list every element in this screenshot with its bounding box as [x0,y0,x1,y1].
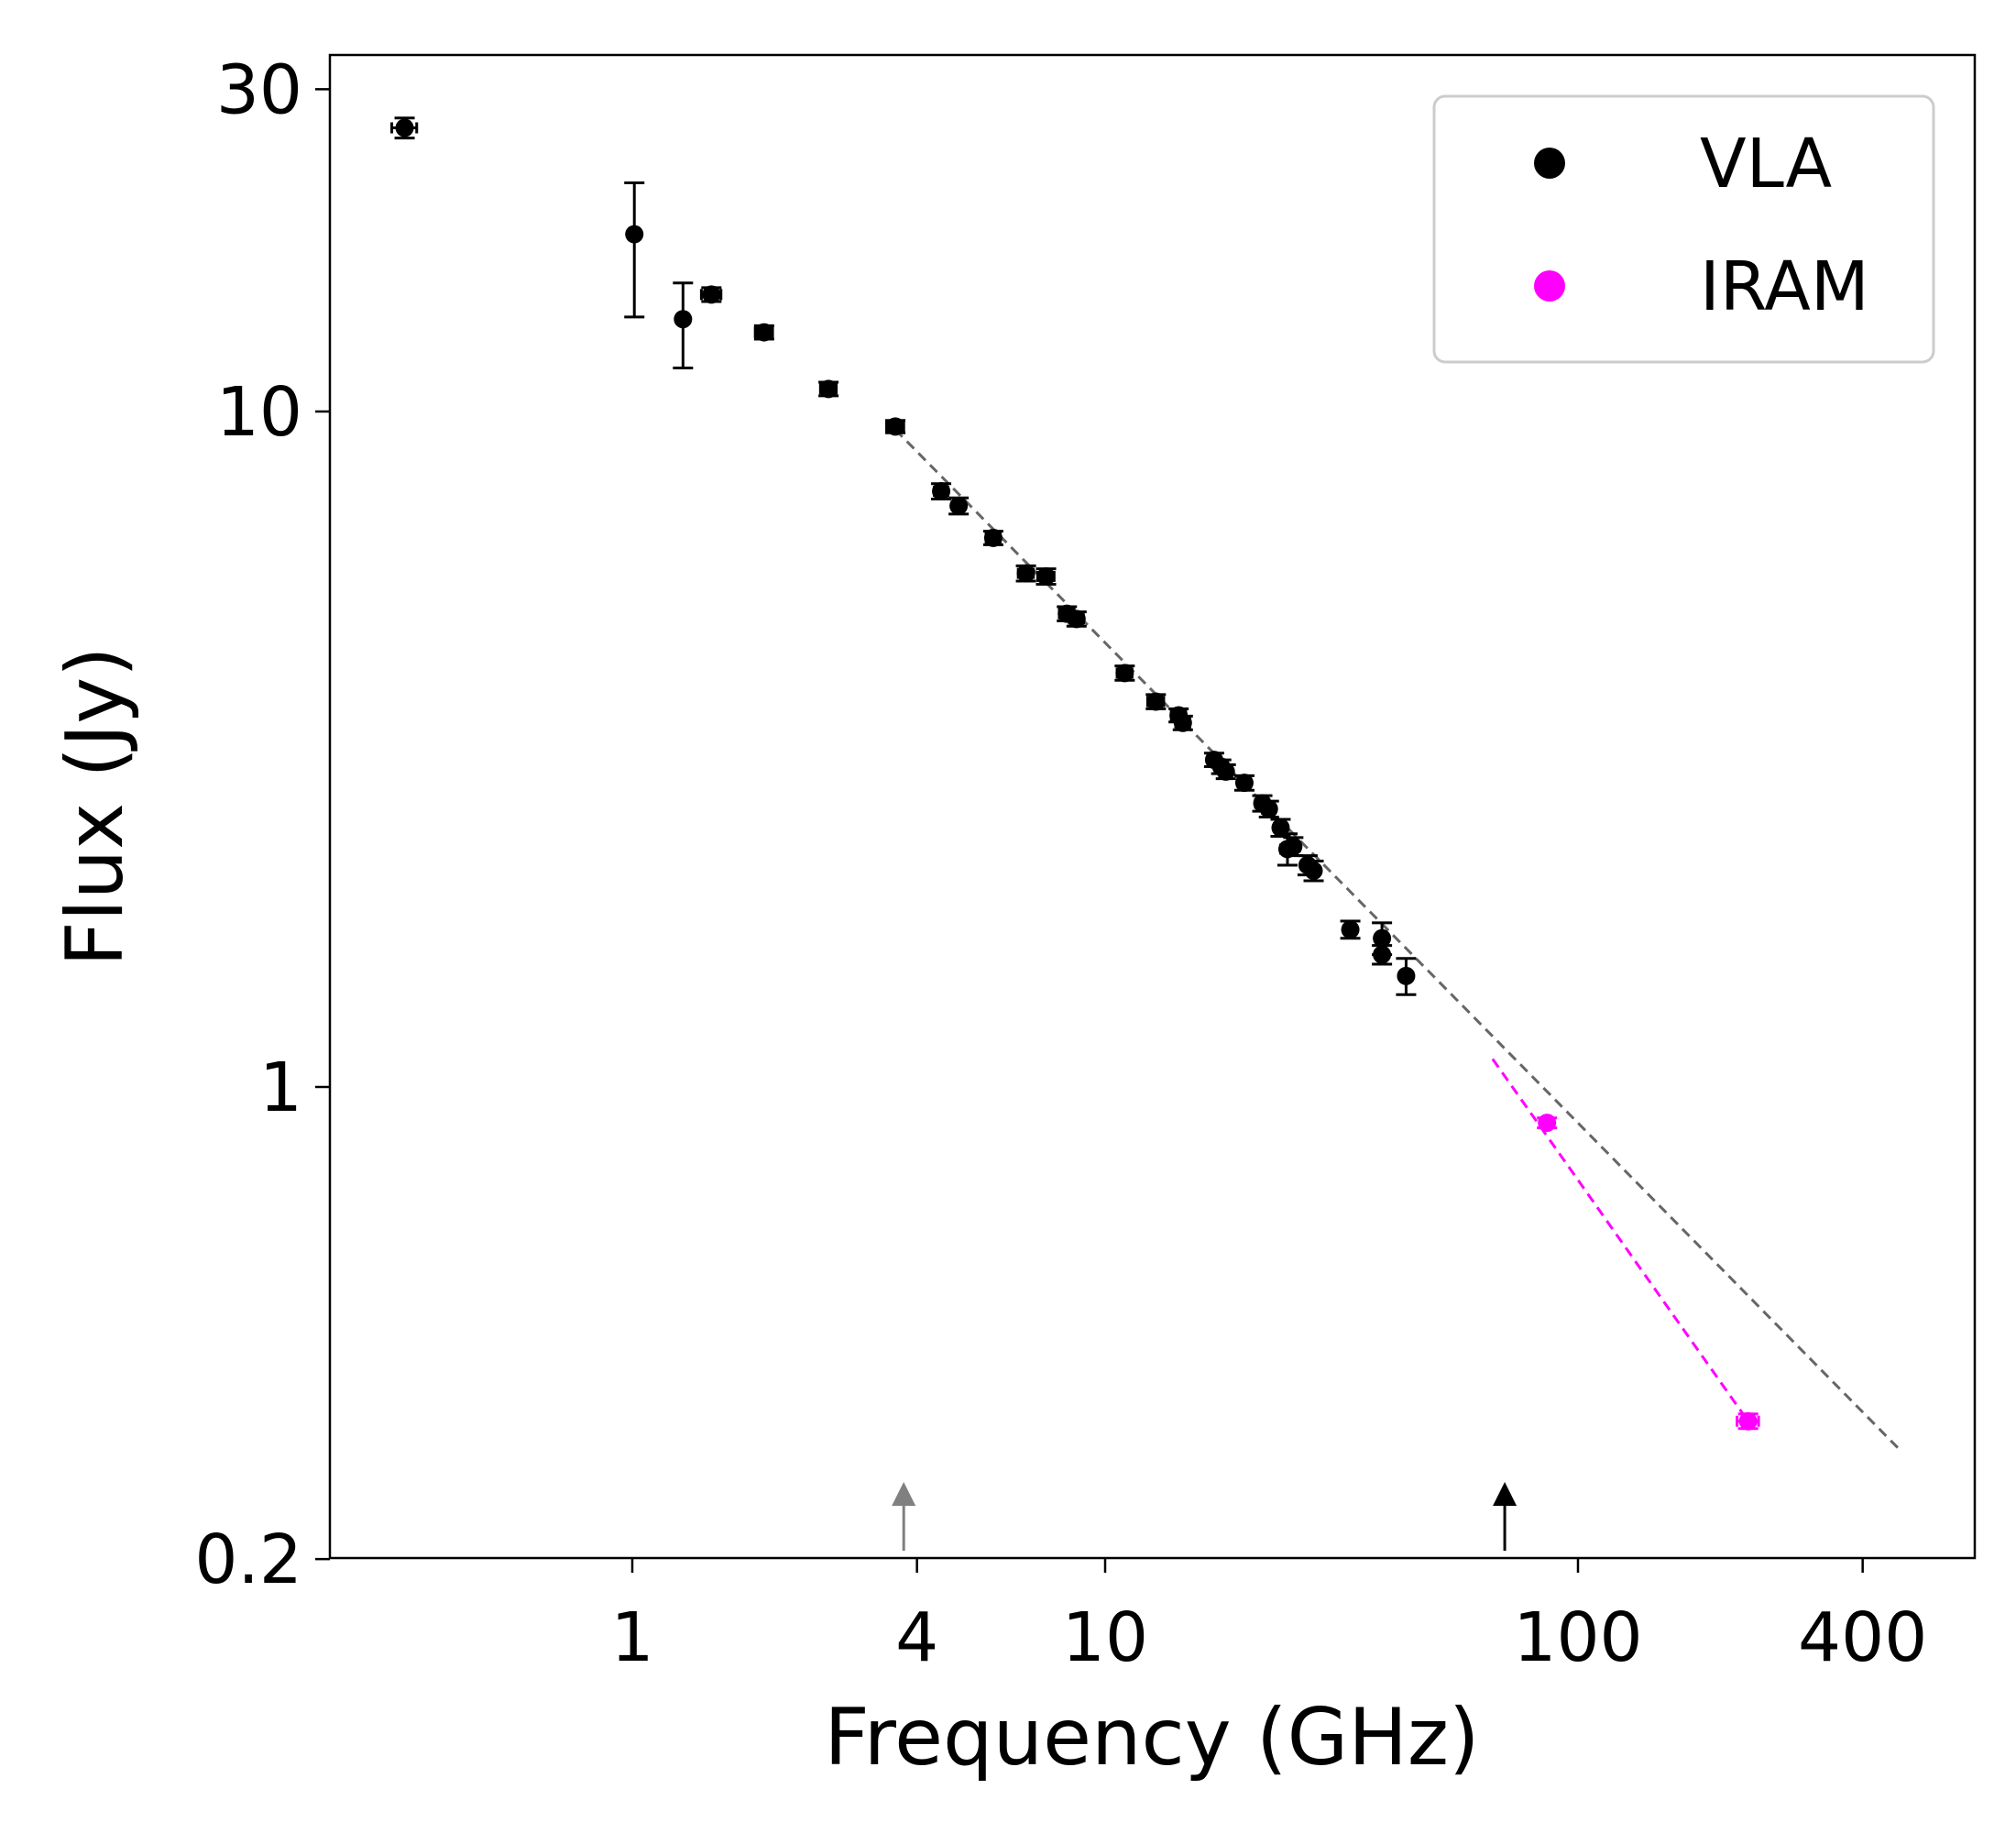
vla-point-8 [949,496,969,515]
vla-point-10 [1016,564,1035,583]
y-axis-title: Flux (Jy) [49,646,141,966]
vla-point-24 [1271,818,1290,838]
vla-point-7 [932,481,951,500]
x-axis-title: Frequency (GHz) [824,1692,1479,1784]
x-axis-ticks: 1 4 10 100 400 [610,1558,1927,1677]
vla-point-26 [1284,837,1303,856]
vla-point-14 [1115,664,1134,683]
fit-line-1 [1491,1058,1749,1422]
x-tick-label-0: 1 [610,1598,653,1677]
legend-label-iram: IRAM [1700,247,1869,326]
y-axis-ticks: 0.2 1 10 30 [194,50,330,1599]
y-tick-label-3: 30 [216,50,302,129]
y-tick-label-0: 0.2 [194,1520,302,1599]
vla-point-9 [983,528,1003,547]
vla-point-30 [1373,928,1392,948]
fit-lines [893,428,1901,1452]
vla-point-3 [702,285,721,304]
vla-point-15 [1146,692,1166,711]
vla-point-21 [1234,774,1254,793]
legend-marker-vla [1534,148,1565,179]
x-tick-label-3: 100 [1513,1598,1642,1677]
vla-point-5 [819,379,838,399]
vla-point-0 [395,118,414,137]
vla-point-13 [1067,609,1086,629]
x-tick-label-4: 400 [1798,1598,1927,1677]
x-tick-label-1: 4 [895,1598,938,1677]
vla-point-17 [1173,713,1192,732]
x-tick-label-2: 10 [1062,1598,1148,1677]
vla-point-6 [886,417,905,436]
y-tick-label-1: 1 [259,1048,302,1127]
fit-line-0 [893,428,1901,1452]
vla-point-1 [625,225,644,244]
plot-frame [328,53,1977,1560]
y-tick-label-2: 10 [216,373,302,452]
vla-point-11 [1036,566,1056,586]
data-points [395,118,1758,1431]
vla-point-29 [1341,920,1360,939]
vla-point-32 [1397,966,1416,985]
arrows [892,1482,1517,1551]
legend-label-vla: VLA [1700,125,1833,203]
vla-point-31 [1373,945,1392,964]
arrow-head-1 [1493,1482,1517,1506]
vla-point-28 [1304,862,1323,881]
vla-point-2 [674,310,693,329]
legend-marker-iram [1534,270,1565,302]
vla-point-23 [1259,799,1278,818]
iram-point-1 [1738,1411,1758,1431]
arrow-head-0 [892,1482,916,1506]
vla-point-4 [754,323,773,342]
iram-point-0 [1538,1114,1557,1133]
legend: VLA IRAM [1432,94,1935,364]
vla-point-20 [1216,762,1235,781]
